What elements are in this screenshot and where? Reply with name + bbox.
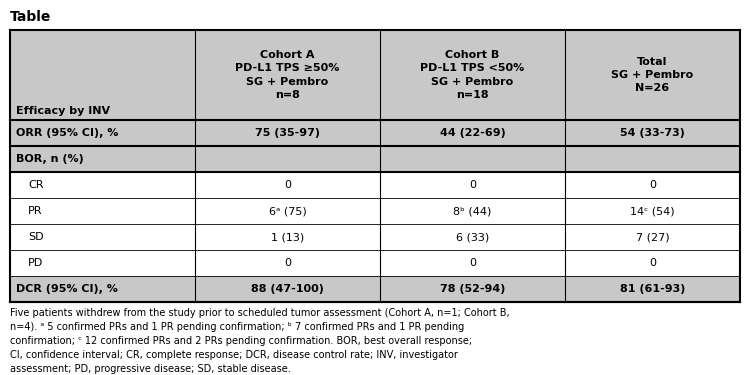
Text: 6ᵃ (75): 6ᵃ (75) [268, 206, 306, 216]
Bar [10, 172, 740, 198]
Bar [10, 250, 740, 276]
Bar [10, 30, 740, 120]
Text: Total
SG + Pembro
N=26: Total SG + Pembro N=26 [611, 57, 694, 93]
Text: Five patients withdrew from the study prior to scheduled tumor assessment (Cohor: Five patients withdrew from the study pr… [10, 308, 510, 318]
Text: ORR (95% CI), %: ORR (95% CI), % [16, 128, 119, 138]
Text: 0: 0 [649, 180, 656, 190]
Bar [10, 146, 740, 172]
Text: PD: PD [28, 258, 44, 268]
Bar [10, 276, 740, 302]
Text: confirmation; ᶜ 12 confirmed PRs and 2 PRs pending confirmation. BOR, best overa: confirmation; ᶜ 12 confirmed PRs and 2 P… [10, 336, 472, 346]
Text: Efficacy by INV: Efficacy by INV [16, 106, 110, 116]
Text: Cohort B
PD-L1 TPS <50%
SG + Pembro
n=18: Cohort B PD-L1 TPS <50% SG + Pembro n=18 [420, 50, 525, 100]
Text: 75 (35-97): 75 (35-97) [255, 128, 320, 138]
Text: 0: 0 [284, 258, 291, 268]
Text: DCR (95% CI), %: DCR (95% CI), % [16, 284, 118, 294]
Text: 7 (27): 7 (27) [636, 232, 669, 242]
Text: n=4). ᵃ 5 confirmed PRs and 1 PR pending confirmation; ᵇ 7 confirmed PRs and 1 P: n=4). ᵃ 5 confirmed PRs and 1 PR pending… [10, 322, 464, 332]
Text: PR: PR [28, 206, 43, 216]
Text: CI, confidence interval; CR, complete response; DCR, disease control rate; INV, : CI, confidence interval; CR, complete re… [10, 350, 458, 360]
Text: 0: 0 [469, 258, 476, 268]
Text: 78 (52-94): 78 (52-94) [440, 284, 506, 294]
Text: 0: 0 [469, 180, 476, 190]
Text: 44 (22-69): 44 (22-69) [440, 128, 506, 138]
Bar [10, 198, 740, 224]
Text: 14ᶜ (54): 14ᶜ (54) [630, 206, 675, 216]
Text: 1 (13): 1 (13) [271, 232, 304, 242]
Text: 81 (61-93): 81 (61-93) [620, 284, 686, 294]
Text: Table: Table [10, 10, 51, 24]
Bar [10, 224, 740, 250]
Text: 0: 0 [284, 180, 291, 190]
Text: CR: CR [28, 180, 44, 190]
Text: 6 (33): 6 (33) [456, 232, 489, 242]
Text: 54 (33-73): 54 (33-73) [620, 128, 685, 138]
Text: 0: 0 [649, 258, 656, 268]
Text: assessment; PD, progressive disease; SD, stable disease.: assessment; PD, progressive disease; SD,… [10, 364, 291, 374]
Text: 8ᵇ (44): 8ᵇ (44) [453, 206, 492, 216]
Text: Cohort A
PD-L1 TPS ≥50%
SG + Pembro
n=8: Cohort A PD-L1 TPS ≥50% SG + Pembro n=8 [236, 50, 340, 100]
Bar [10, 120, 740, 146]
Text: BOR, n (%): BOR, n (%) [16, 154, 84, 164]
Text: SD: SD [28, 232, 44, 242]
Text: 88 (47-100): 88 (47-100) [251, 284, 324, 294]
